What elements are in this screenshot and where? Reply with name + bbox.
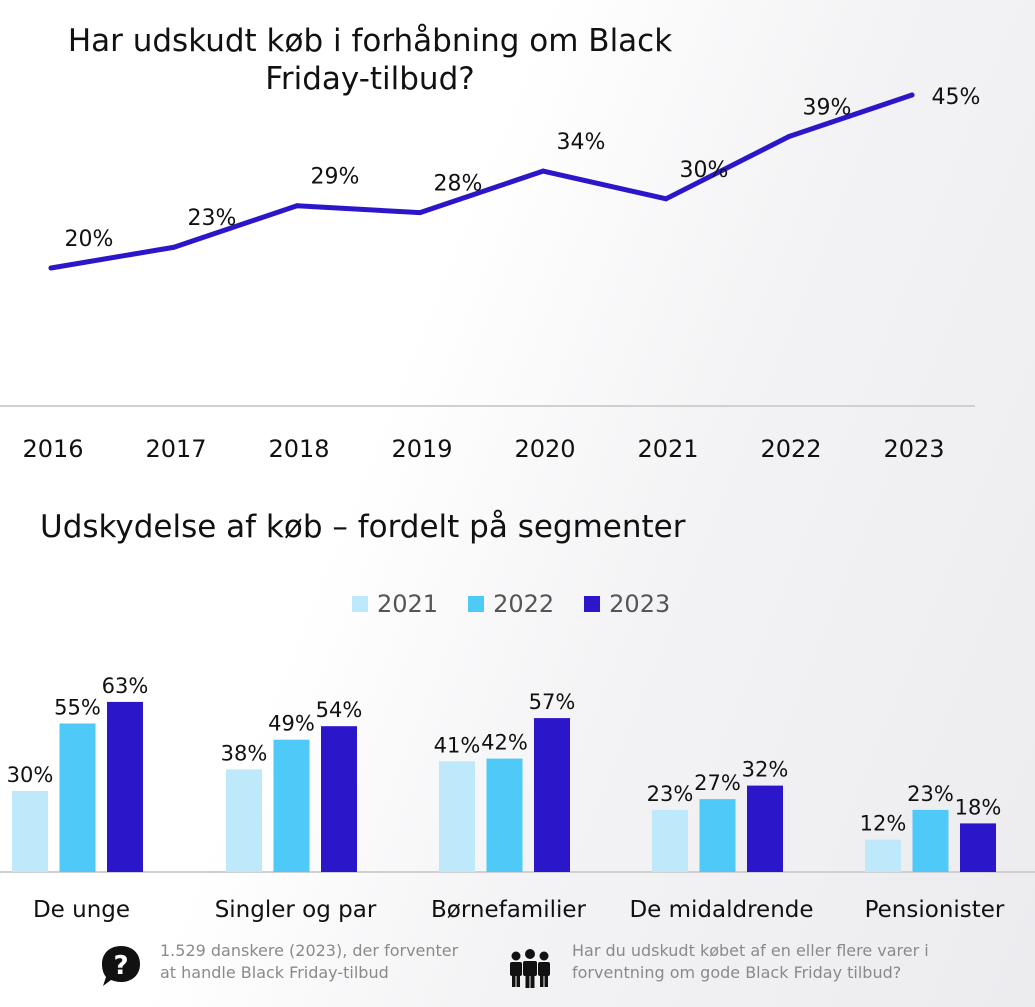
bar-data-label-3-2021: 23% — [647, 782, 694, 806]
line-data-label-2017: 23% — [188, 206, 237, 231]
line-x-tick-2019: 2019 — [391, 435, 452, 463]
line-point-2017 — [171, 244, 177, 250]
bar-4-2021 — [865, 839, 901, 872]
bar-1-2021 — [226, 769, 262, 872]
line-x-tick-2020: 2020 — [514, 435, 575, 463]
bar-legend: 2021 2022 2023 — [352, 590, 670, 618]
line-x-tick-2018: 2018 — [268, 435, 329, 463]
line-point-2021 — [663, 196, 669, 202]
line-data-label-2020: 34% — [557, 130, 606, 155]
line-point-2023 — [909, 92, 915, 98]
bar-data-label-2-2021: 41% — [434, 733, 481, 757]
bar-0-2022 — [59, 723, 96, 872]
line-data-label-2023: 45% — [932, 85, 981, 110]
bar-category-label-2: Børnefamilier — [431, 897, 587, 923]
bar-data-label-0-2022: 55% — [54, 696, 101, 720]
bar-4-2023 — [960, 823, 996, 872]
bar-1-2023 — [321, 726, 357, 872]
footer-respondents: ? 1.529 danskere (2023), der forventer a… — [100, 940, 480, 990]
legend-item-2023: 2023 — [584, 590, 670, 618]
line-data-label-2018: 29% — [311, 165, 360, 190]
bar-2-2021 — [439, 761, 475, 872]
bar-data-label-2-2023: 57% — [529, 690, 576, 714]
line-x-tick-2017: 2017 — [145, 435, 206, 463]
bar-data-label-3-2022: 27% — [694, 771, 741, 795]
bar-3-2021 — [652, 809, 688, 872]
bar-3-2023 — [747, 785, 783, 872]
legend-item-2021: 2021 — [352, 590, 438, 618]
line-data-label-2022: 39% — [803, 96, 852, 121]
line-data-label-2019: 28% — [434, 172, 483, 197]
question-speech-bubble-icon: ? — [102, 946, 140, 986]
legend-item-2022: 2022 — [468, 590, 554, 618]
bar-data-label-1-2022: 49% — [268, 712, 315, 736]
bar-category-label-3: De midaldrende — [629, 897, 813, 923]
bar-2-2022 — [486, 758, 523, 872]
line-x-tick-2022: 2022 — [760, 435, 821, 463]
line-chart: 20% 2016 23% 2017 29% 2018 28% 2019 34% 2020 30% 20… — [0, 85, 981, 463]
line-x-tick-2023: 2023 — [883, 435, 944, 463]
footer: ? 1.529 danskere (2023), der forventer a… — [100, 940, 1000, 1000]
bar-data-label-4-2022: 23% — [907, 782, 954, 806]
legend-label-2021: 2021 — [377, 590, 439, 618]
bar-2-2023 — [534, 718, 570, 872]
bar-data-label-2-2022: 42% — [481, 731, 528, 755]
respondents-text: 1.529 danskere (2023), der forventer at … — [160, 941, 459, 982]
line-point-2020 — [540, 168, 546, 174]
legend-swatch-2023 — [584, 596, 601, 612]
legend-label-2022: 2022 — [493, 590, 555, 618]
legend-swatch-2022 — [468, 596, 485, 612]
bar-4-2022 — [912, 809, 949, 872]
bar-data-label-3-2023: 32% — [742, 758, 789, 782]
bar-0-2023 — [107, 701, 143, 872]
bar-data-label-4-2023: 18% — [955, 795, 1002, 819]
line-data-label-2021: 30% — [680, 158, 729, 183]
legend-swatch-2021 — [352, 596, 368, 612]
bar-1-2022 — [273, 739, 310, 872]
bar-data-label-1-2021: 38% — [221, 741, 268, 765]
footer-question: Har du udskudt købet af en eller flere v… — [508, 940, 978, 988]
line-x-tick-2021: 2021 — [637, 435, 698, 463]
bar-category-label-4: Pensionister — [865, 897, 1005, 923]
bar-data-label-1-2023: 54% — [316, 698, 363, 722]
line-series — [48, 92, 915, 271]
bar-data-label-0-2021: 30% — [7, 763, 54, 787]
legend-label-2023: 2023 — [609, 590, 671, 618]
svg-text:?: ? — [113, 951, 128, 981]
bar-chart-title: Udskydelse af køb – fordelt på segmenter — [40, 509, 686, 545]
line-point-2018 — [294, 203, 300, 209]
bar-category-label-0: De unge — [33, 897, 130, 923]
bar-0-2021 — [12, 791, 48, 872]
line-point-2019 — [417, 210, 423, 216]
bar-data-label-4-2021: 12% — [860, 812, 907, 836]
question-text: Har du udskudt købet af en eller flere v… — [572, 941, 929, 982]
line-x-tick-2016: 2016 — [22, 435, 83, 463]
line-data-label-2016: 20% — [65, 227, 114, 252]
bar-data-label-0-2023: 63% — [102, 674, 149, 698]
bar-3-2022 — [699, 799, 736, 872]
bar-category-label-1: Singler og par — [215, 897, 377, 923]
line-chart-title: Har udskudt køb i forhåbning om Black Fr… — [67, 23, 673, 97]
line-point-2016 — [48, 265, 54, 271]
line-point-2022 — [786, 134, 792, 140]
people-group-icon — [510, 949, 550, 988]
